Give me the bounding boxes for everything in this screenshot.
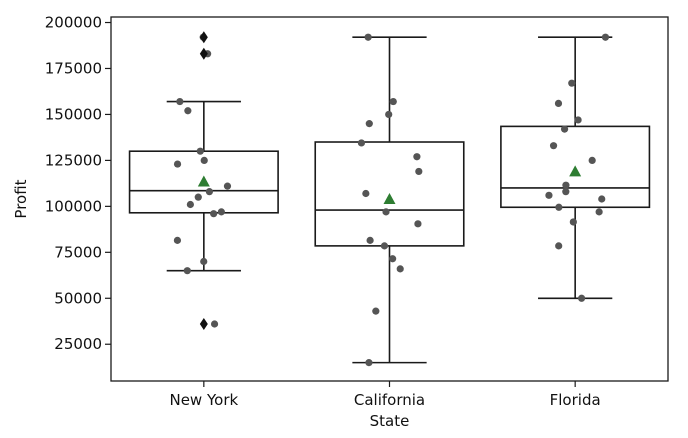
data-point [173, 236, 182, 244]
x-tick-label: Florida [550, 391, 601, 409]
data-point [598, 195, 606, 203]
data-point [385, 110, 393, 119]
data-point [601, 33, 610, 41]
data-point [223, 182, 232, 190]
data-point [184, 107, 192, 115]
data-point [595, 208, 603, 216]
data-point [366, 236, 374, 244]
data-point [577, 294, 586, 302]
x-tick-label: California [354, 391, 425, 409]
data-point [364, 33, 372, 41]
y-tick-label: 175000 [45, 59, 102, 77]
data-point [562, 188, 570, 196]
y-tick-label: 150000 [45, 105, 102, 123]
data-point [200, 156, 208, 164]
data-point [555, 203, 563, 211]
y-tick-label: 100000 [45, 197, 102, 215]
data-point [200, 257, 208, 266]
data-point [545, 191, 553, 199]
outlier-marker [199, 47, 208, 60]
x-axis-title: State [370, 412, 410, 430]
data-point [389, 255, 397, 263]
y-tick-label: 75000 [54, 243, 102, 261]
data-point [186, 200, 194, 209]
data-point [554, 99, 563, 108]
y-tick-label: 125000 [45, 151, 102, 169]
outlier-marker [199, 31, 208, 44]
data-point [365, 359, 373, 367]
data-point [568, 79, 576, 87]
data-point [413, 153, 421, 161]
data-point [173, 160, 182, 168]
data-point [562, 181, 570, 189]
data-point [588, 156, 596, 164]
data-point [574, 116, 582, 124]
data-point [372, 307, 380, 315]
box-layer [128, 36, 651, 364]
data-point [210, 210, 218, 218]
y-tick-label: 25000 [54, 335, 102, 353]
y-tick-label: 200000 [45, 14, 102, 32]
data-point [362, 189, 370, 198]
mean-marker [569, 165, 582, 177]
data-point [555, 242, 563, 250]
data-point [549, 142, 558, 150]
data-point [382, 208, 390, 216]
outlier-marker [199, 318, 208, 331]
data-point [365, 120, 373, 128]
box-california [314, 36, 465, 364]
y-tick-label: 50000 [54, 289, 102, 307]
data-point [560, 125, 569, 133]
y-axis-title: Profit [12, 179, 30, 218]
y-axis: 25000 50000 75000 100000 125000 150000 175000 2… [45, 14, 111, 353]
data-point [196, 147, 204, 155]
data-point [194, 193, 202, 201]
point-layer [173, 31, 610, 367]
data-point [183, 267, 191, 275]
data-point [210, 320, 219, 328]
data-point [569, 218, 577, 226]
data-point [396, 265, 404, 273]
data-point [380, 242, 389, 250]
mean-marker [383, 193, 396, 204]
x-tick-label: New York [169, 391, 238, 409]
mean-marker [197, 175, 210, 187]
data-point [389, 97, 397, 106]
data-point [217, 208, 225, 216]
data-point [205, 188, 214, 196]
data-point [414, 220, 422, 228]
x-axis: New York California Florida [169, 381, 601, 409]
data-point [176, 97, 184, 106]
data-point [415, 167, 423, 176]
data-point [357, 139, 366, 147]
